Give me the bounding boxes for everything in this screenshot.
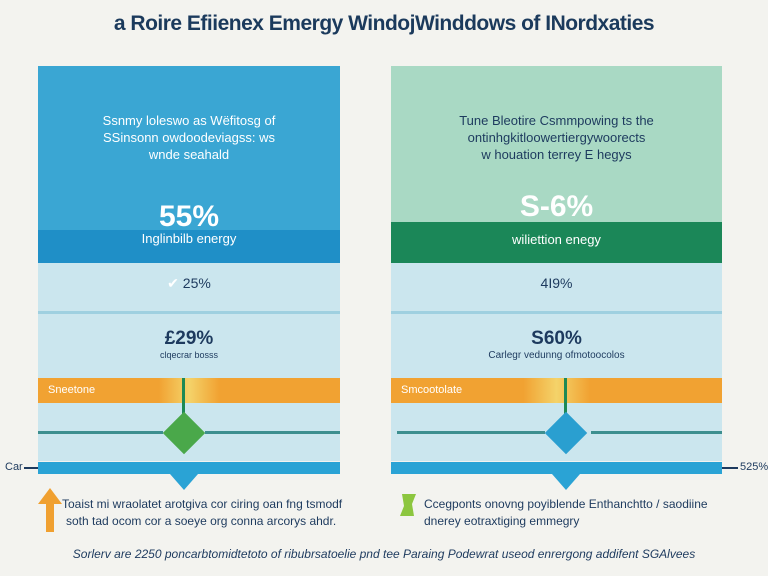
footer-text: Sorlerv are 2250 poncarbtomidtetoto of r… [72, 547, 696, 561]
divider [38, 311, 340, 314]
left-orange-bar: Sneetone [38, 378, 340, 403]
page-title: a Roire Efiienex Emergy WindojWinddows o… [113, 12, 655, 35]
right-row-1: 4I9% [391, 263, 722, 311]
right-row-2: S60% Carlegr vedunng ofmotoocolos [391, 314, 722, 378]
leaf-icon [400, 494, 416, 516]
tick-line [722, 467, 738, 469]
right-row2-label: Carlegr vedunng ofmotoocolos [488, 350, 625, 361]
left-note: Toaist mi wraolatet arotgiva cor ciring … [62, 496, 342, 530]
marker-line [591, 431, 722, 434]
note-line: soth tad ocom cor a soeye org conna arco… [66, 514, 337, 528]
left-top-block [38, 66, 340, 230]
desc-line: w houation terrey E hegys [481, 147, 632, 162]
desc-line: Tune Bleotire Csmmpowing ts the [459, 113, 654, 128]
right-note: Ccegponts onovng poyiblende Enthanchtto … [424, 496, 708, 530]
desc-line: SSinsonn owdoodeviagss: ws [103, 130, 275, 145]
note-line: Ccegponts onovng poyiblende Enthanchtto … [424, 497, 708, 511]
left-row2-label: clqecrar bosss [159, 350, 219, 360]
marker-line [38, 431, 163, 434]
right-top-block [391, 66, 722, 222]
right-orange-bar: Smcootolate [391, 378, 722, 403]
note-line: dnerey eotraxtiging emmegry [424, 514, 580, 528]
desc-line: wnde seahald [148, 147, 230, 162]
right-row1-value: 4I9% [540, 275, 573, 291]
left-row-1: ✔ 25% [38, 263, 340, 311]
left-big-stat: 55% [158, 200, 220, 233]
left-band-label: Inglinbilb energy [141, 231, 237, 246]
marker-line [205, 431, 340, 434]
marker-line [397, 431, 545, 434]
left-band: Inglinbilb energy [38, 230, 340, 263]
right-blue-bar [391, 462, 722, 474]
left-row1-value: 25% [182, 275, 211, 291]
right-row2-value: S60% [531, 328, 582, 349]
right-band: wiliettion enegy [391, 222, 722, 263]
right-side-label: 525% [740, 461, 768, 473]
right-description: Tune Bleotire Csmmpowing ts the ontinhgk… [391, 112, 722, 163]
pointer-triangle-icon [552, 474, 580, 490]
desc-line: ontinhgkitloowertiergywoorects [467, 130, 646, 145]
left-side-label: Car [5, 461, 23, 473]
left-row2-value: £29% [164, 328, 214, 349]
marker-stem [564, 378, 567, 428]
right-band-label: wiliettion enegy [512, 232, 601, 247]
desc-line: Ssnmy loleswo as Wëfitosg of [102, 113, 276, 128]
tick-line [24, 467, 38, 469]
left-row-2: £29% clqecrar bosss [38, 314, 340, 378]
marker-stem [182, 378, 185, 428]
check-icon: ✔ [167, 275, 183, 291]
pointer-triangle-icon [170, 474, 198, 490]
note-line: Toaist mi wraolatet arotgiva cor ciring … [62, 497, 343, 511]
up-arrow-icon [38, 488, 62, 532]
left-blue-bar [38, 462, 340, 474]
right-big-stat: S-6% [519, 190, 594, 223]
left-description: Ssnmy loleswo as Wëfitosg of SSinsonn ow… [38, 112, 340, 163]
divider [391, 311, 722, 314]
